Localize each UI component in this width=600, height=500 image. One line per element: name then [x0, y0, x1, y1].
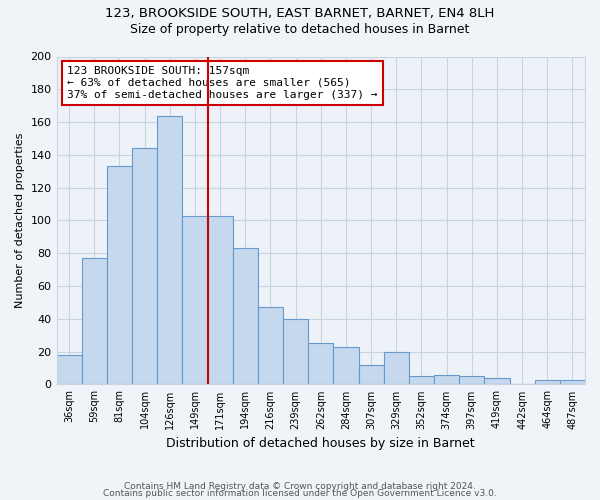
Text: Size of property relative to detached houses in Barnet: Size of property relative to detached ho…	[130, 22, 470, 36]
Bar	[132, 148, 157, 384]
Bar	[535, 380, 560, 384]
Bar	[157, 116, 182, 384]
Bar	[208, 216, 233, 384]
Bar	[283, 319, 308, 384]
Bar	[459, 376, 484, 384]
Text: 123, BROOKSIDE SOUTH, EAST BARNET, BARNET, EN4 8LH: 123, BROOKSIDE SOUTH, EAST BARNET, BARNE…	[106, 8, 494, 20]
Bar	[434, 374, 459, 384]
Bar	[258, 308, 283, 384]
Bar	[560, 380, 585, 384]
Y-axis label: Number of detached properties: Number of detached properties	[15, 133, 25, 308]
X-axis label: Distribution of detached houses by size in Barnet: Distribution of detached houses by size …	[166, 437, 475, 450]
Bar	[409, 376, 434, 384]
Bar	[308, 344, 334, 384]
Bar	[233, 248, 258, 384]
Bar	[334, 346, 359, 385]
Text: 123 BROOKSIDE SOUTH: 157sqm
← 63% of detached houses are smaller (565)
37% of se: 123 BROOKSIDE SOUTH: 157sqm ← 63% of det…	[67, 66, 377, 100]
Bar	[182, 216, 208, 384]
Bar	[56, 355, 82, 384]
Bar	[484, 378, 509, 384]
Bar	[359, 365, 383, 384]
Bar	[383, 352, 409, 384]
Bar	[107, 166, 132, 384]
Text: Contains public sector information licensed under the Open Government Licence v3: Contains public sector information licen…	[103, 489, 497, 498]
Text: Contains HM Land Registry data © Crown copyright and database right 2024.: Contains HM Land Registry data © Crown c…	[124, 482, 476, 491]
Bar	[82, 258, 107, 384]
